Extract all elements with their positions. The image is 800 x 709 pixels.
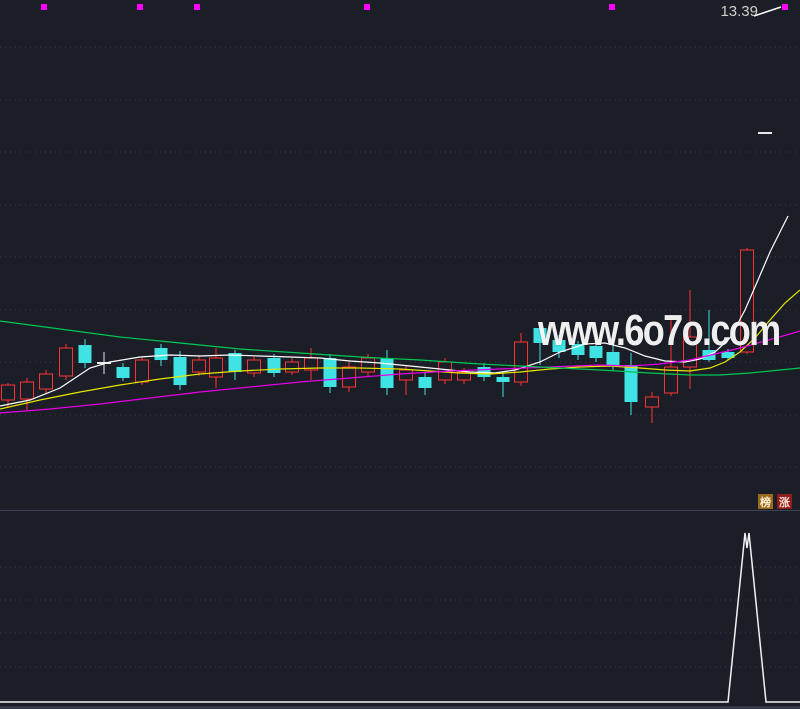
ma-longest-green xyxy=(0,320,800,376)
ma-mid-yellow xyxy=(0,289,800,410)
corner-badges: 榜 涨 xyxy=(758,494,792,509)
price-pointer-line xyxy=(753,6,782,17)
signal-spike xyxy=(0,532,800,703)
watermark: www.6o7o.com xyxy=(538,306,781,355)
signal-marker xyxy=(41,4,47,10)
ma-long-magenta xyxy=(0,330,800,414)
rise-badge[interactable]: 涨 xyxy=(777,494,792,509)
signal-marker xyxy=(137,4,143,10)
signal-marker xyxy=(364,4,370,10)
last-price-label: 13.39 xyxy=(720,3,758,20)
rank-badge[interactable]: 榜 xyxy=(758,494,773,509)
signal-marker xyxy=(194,4,200,10)
signal-marker xyxy=(609,4,615,10)
ma-short-white xyxy=(0,215,789,407)
signal-marker xyxy=(782,4,788,10)
